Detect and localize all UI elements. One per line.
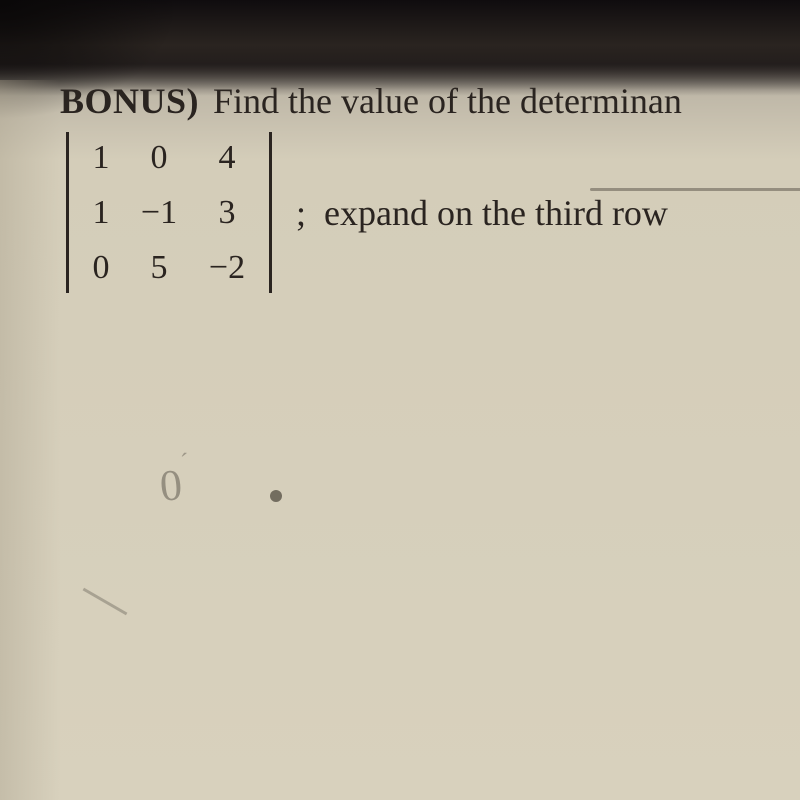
- det-grid: 1 0 4 1 −1 3 0 5 −2: [75, 128, 263, 297]
- matrix-row: 1 0 4 1 −1 3 0 5 −2 ; expand on the thir…: [60, 128, 800, 297]
- cell-r1c3: 4: [197, 132, 257, 183]
- problem-header: BONUS) Find the value of the determinan: [60, 80, 800, 122]
- det-right-bar: [269, 132, 272, 293]
- cell-r3c3: −2: [197, 242, 257, 293]
- instruction-text: expand on the third row: [324, 192, 668, 234]
- underline-mark: [590, 188, 800, 191]
- cell-r2c1: 1: [81, 187, 121, 238]
- textbook-page: BONUS) Find the value of the determinan …: [40, 60, 800, 800]
- pencil-accent-mark: ´: [180, 450, 188, 477]
- cell-r2c3: 3: [197, 187, 257, 238]
- pencil-dot-mark: [270, 490, 282, 502]
- cell-r3c2: 5: [129, 242, 189, 293]
- pencil-dash-mark: [83, 588, 128, 616]
- pencil-zero-mark: 0: [158, 459, 184, 512]
- cell-r1c1: 1: [81, 132, 121, 183]
- problem-label: BONUS): [60, 80, 199, 122]
- problem-prompt: Find the value of the determinan: [213, 80, 682, 122]
- determinant: 1 0 4 1 −1 3 0 5 −2: [60, 128, 278, 297]
- cell-r3c1: 0: [81, 242, 121, 293]
- cell-r1c2: 0: [129, 132, 189, 183]
- instruction-separator: ;: [296, 192, 306, 234]
- det-left-bar: [66, 132, 69, 293]
- cell-r2c2: −1: [129, 187, 189, 238]
